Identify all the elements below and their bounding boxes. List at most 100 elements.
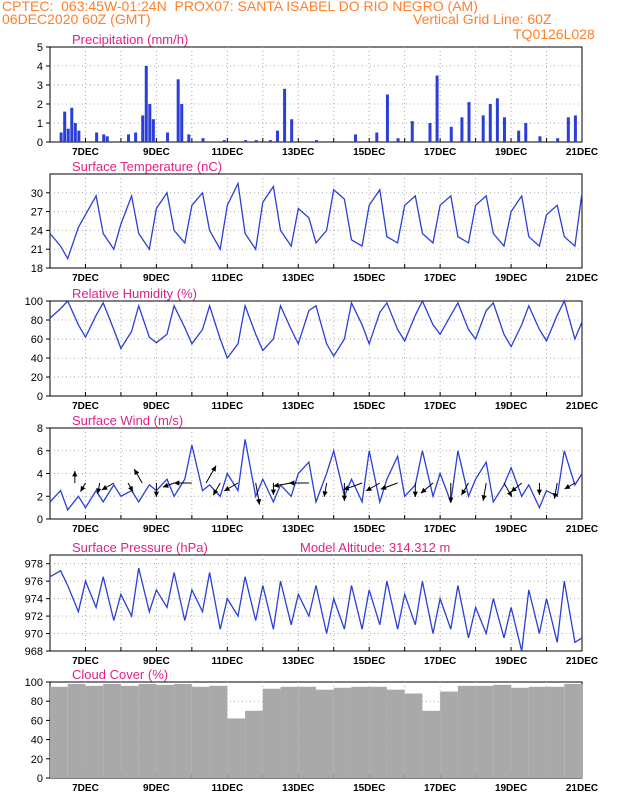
x-tick-label: 21DEC (566, 401, 598, 412)
y-tick-label: 5 (37, 42, 43, 54)
cloud-bar (103, 683, 121, 778)
panel-frame (49, 554, 583, 652)
precip-bar (385, 94, 389, 142)
x-tick-label: 15DEC (353, 273, 385, 284)
precip-bar (268, 140, 272, 142)
precip-bar (73, 123, 77, 142)
y-tick-label: 60 (31, 334, 43, 346)
precip-bar (566, 117, 570, 142)
x-tick-label: 21DEC (566, 273, 598, 284)
precip-bar (144, 66, 148, 142)
precip-bar (148, 104, 152, 142)
panel-frame (49, 46, 583, 143)
x-tick-label: 15DEC (353, 524, 385, 535)
series-line (49, 439, 583, 512)
y-tick-label: 80 (31, 315, 43, 327)
wind-arrowhead (101, 485, 108, 490)
wind-arrowhead (80, 485, 86, 492)
y-tick-label: 0 (37, 137, 43, 149)
wind-arrowhead (96, 488, 102, 494)
wind-arrowhead (213, 489, 219, 496)
header-date: 06DEC2020 60Z (GMT) (2, 11, 151, 27)
wind-arrowhead (511, 486, 517, 492)
precip-bar (524, 123, 528, 142)
x-tick-label: 19DEC (495, 783, 527, 794)
panel-title: Cloud Cover (%) (72, 667, 168, 682)
wind-arrowhead (162, 482, 169, 488)
precip-bar (151, 119, 155, 142)
cloud-bar (209, 685, 228, 778)
y-tick-label: 100 (25, 296, 43, 308)
cloud-bar (511, 687, 529, 778)
wind-arrowhead (211, 465, 217, 472)
cloud-bar (333, 687, 352, 778)
precip-bar (77, 130, 81, 142)
y-tick-label: 974 (25, 594, 43, 606)
y-tick-label: 21 (31, 244, 43, 256)
x-tick-label: 15DEC (353, 401, 385, 412)
panel-frame (49, 300, 583, 397)
header-code: TQ0126L028 (513, 26, 595, 42)
cloud-bar (262, 688, 281, 778)
precip-bar (354, 134, 358, 142)
precip-bar (538, 136, 542, 142)
precip-bar (201, 138, 205, 142)
cloud-bar (120, 685, 139, 778)
precip-bar (396, 138, 400, 142)
series-line (49, 567, 583, 652)
x-tick-label: 17DEC (424, 524, 456, 535)
x-tick-label: 9DEC (143, 147, 170, 158)
wind-arrowhead (366, 486, 372, 491)
x-tick-label: 7DEC (72, 273, 99, 284)
x-tick-label: 21DEC (566, 783, 598, 794)
cloud-bar (546, 686, 565, 778)
x-tick-label: 21DEC (566, 524, 598, 535)
x-tick-label: 11DEC (211, 524, 243, 535)
x-tick-label: 17DEC (424, 273, 456, 284)
wind-arrowhead (72, 471, 78, 477)
precip-bar (134, 132, 138, 142)
precip-bar (180, 104, 184, 142)
y-tick-label: 100 (25, 677, 43, 689)
cloud-bar (191, 686, 210, 778)
cloud-bar (156, 684, 175, 778)
x-tick-label: 11DEC (211, 656, 243, 667)
cloud-bar (316, 689, 334, 778)
precip-bar (63, 111, 67, 142)
x-tick-label: 19DEC (495, 656, 527, 667)
wind-arrowhead (461, 489, 467, 496)
wind-arrowhead (270, 489, 276, 495)
precip-bar (102, 134, 106, 142)
panel-subtitle: Model Altitude: 314.312 m (300, 540, 450, 555)
precip-bar (517, 130, 521, 142)
x-tick-label: 9DEC (143, 401, 170, 412)
header-station: CPTEC: 063:45W-01:24N PROX07: SANTA ISAB… (2, 0, 478, 14)
cloud-bar (528, 686, 547, 778)
y-tick-label: 60 (31, 715, 43, 727)
panel-title: Surface Wind (m/s) (72, 413, 183, 428)
precip-bar (283, 88, 287, 142)
precip-bar (105, 136, 109, 142)
cloud-bar (386, 689, 405, 778)
cloud-bar (404, 693, 423, 778)
precip-bar (495, 98, 499, 142)
x-tick-label: 7DEC (72, 656, 99, 667)
x-tick-label: 17DEC (424, 401, 456, 412)
precip-bar (176, 79, 180, 142)
cloud-bar (493, 684, 512, 778)
wind-arrowhead (507, 490, 512, 497)
y-tick-label: 3 (37, 80, 43, 92)
x-tick-label: 19DEC (495, 147, 527, 158)
x-tick-label: 15DEC (353, 147, 385, 158)
precip-bar (467, 102, 471, 142)
wind-arrowhead (481, 495, 487, 501)
wind-arrowhead (341, 495, 347, 501)
precip-bar (460, 117, 464, 142)
wind-arrowhead (153, 491, 159, 497)
y-tick-label: 972 (25, 611, 43, 623)
precip-bar (502, 117, 506, 142)
panel-frame (49, 173, 583, 269)
y-tick-label: 976 (25, 576, 43, 588)
